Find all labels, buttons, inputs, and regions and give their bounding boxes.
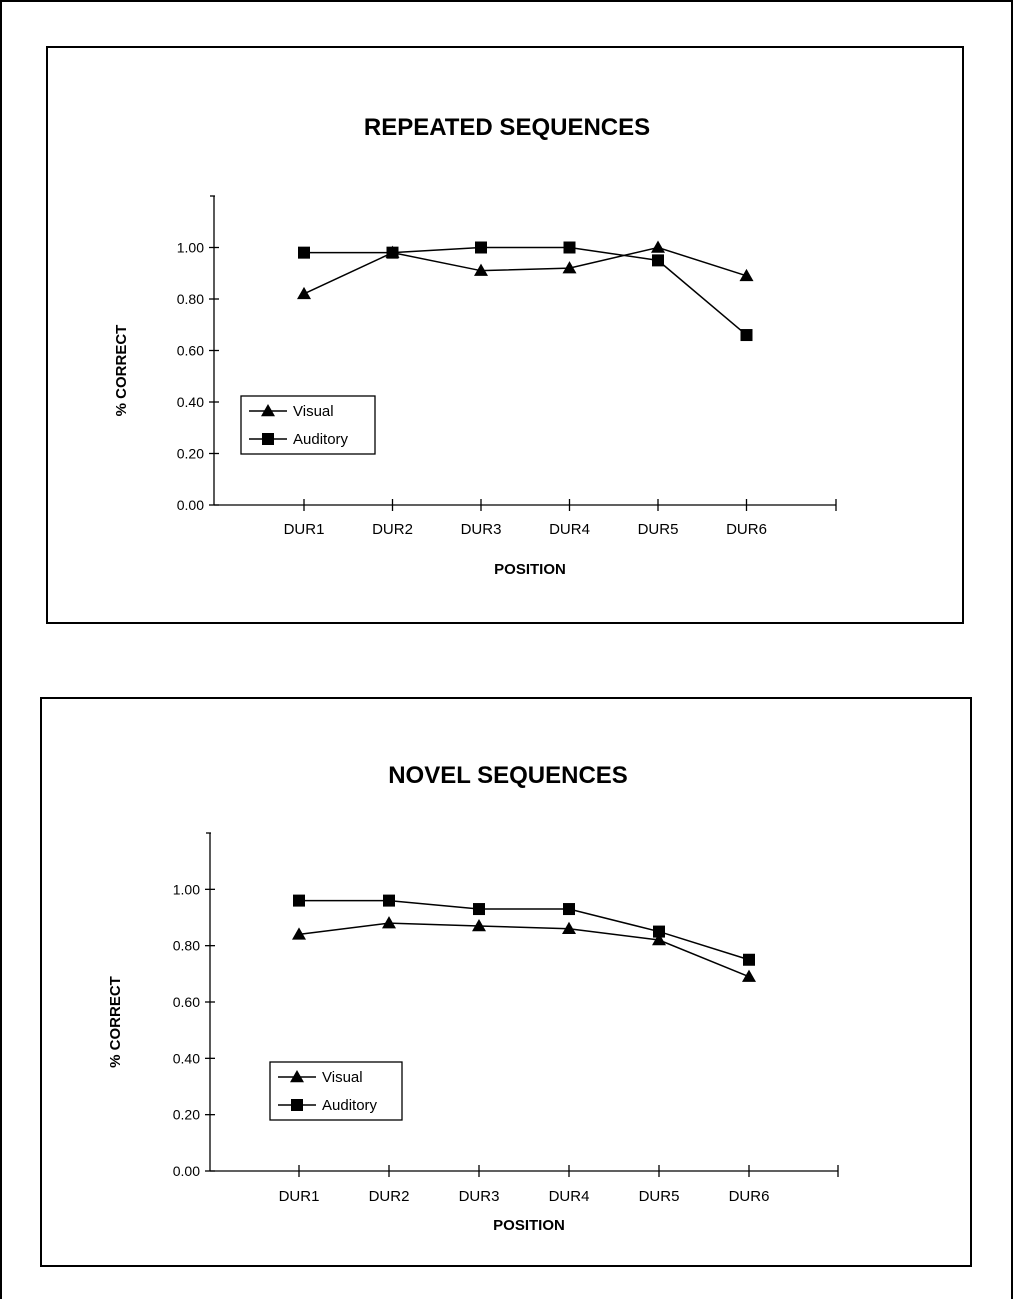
y-tick-label: 0.40 xyxy=(173,1050,200,1066)
y-tick-label: 0.60 xyxy=(177,343,204,359)
y-tick-label: 0.20 xyxy=(177,446,204,462)
x-tick-label: DUR5 xyxy=(639,1188,680,1205)
data-point-auditory xyxy=(293,894,305,907)
chart-novel: NOVEL SEQUENCES 0.00 0.20 0.40 0.60 0.80 1.00%… xyxy=(40,697,972,1267)
legend-marker-square-icon xyxy=(262,433,274,445)
legend-marker-triangle-icon xyxy=(261,404,275,417)
legend-label: Auditory xyxy=(322,1097,378,1114)
legend-marker-square-icon xyxy=(291,1099,303,1111)
y-tick-label: 0.00 xyxy=(173,1163,200,1179)
data-point-auditory xyxy=(653,925,665,938)
series-line-visual xyxy=(303,246,747,295)
data-point-auditory xyxy=(563,241,576,254)
y-axis-label: % CORRECT xyxy=(113,325,130,417)
x-tick-label: DUR1 xyxy=(284,521,325,538)
data-point-auditory xyxy=(740,329,753,342)
data-point-visual xyxy=(562,921,576,935)
data-point-auditory xyxy=(652,254,664,267)
x-tick-label: DUR1 xyxy=(279,1188,320,1205)
data-point-visual xyxy=(472,918,486,932)
data-point-visual xyxy=(297,286,311,300)
y-tick-label: 0.80 xyxy=(173,938,200,954)
data-point-auditory xyxy=(473,903,485,916)
y-tick-label: 0.20 xyxy=(173,1107,200,1123)
legend-label: Visual xyxy=(322,1069,363,1086)
data-point-visual xyxy=(292,927,306,940)
x-axis-label: POSITION xyxy=(494,561,566,578)
data-point-auditory xyxy=(383,894,395,907)
x-tick-label: DUR4 xyxy=(549,521,590,538)
x-tick-label: DUR2 xyxy=(372,521,413,538)
y-tick-label: 1.00 xyxy=(177,240,204,256)
data-point-visual xyxy=(742,969,756,982)
y-tick-label: 0.40 xyxy=(177,394,204,410)
data-point-auditory xyxy=(475,241,487,254)
data-point-auditory xyxy=(563,903,575,916)
x-tick-label: DUR6 xyxy=(729,1188,770,1205)
data-point-visual xyxy=(651,240,665,253)
data-point-auditory xyxy=(743,953,755,966)
y-axis-label: % CORRECT xyxy=(107,976,124,1068)
x-tick-label: DUR2 xyxy=(369,1188,410,1205)
y-tick-label: 0.60 xyxy=(173,994,200,1010)
legend-label: Visual xyxy=(293,403,334,420)
series-line-auditory xyxy=(299,899,750,961)
series-line-auditory xyxy=(304,246,747,336)
x-tick-label: DUR3 xyxy=(459,1188,500,1205)
y-tick-label: 1.00 xyxy=(173,881,200,897)
legend-marker-triangle-icon xyxy=(290,1070,304,1083)
chart-panel-repeated: REPEATED SEQUENCES 0.00 0.20 0.40 0.60 0.80 1.… xyxy=(46,46,964,624)
chart-repeated: REPEATED SEQUENCES 0.00 0.20 0.40 0.60 0.80 1.… xyxy=(46,46,964,624)
x-tick-label: DUR3 xyxy=(461,521,502,538)
chart-title: NOVEL SEQUENCES xyxy=(388,762,628,789)
data-point-visual xyxy=(562,261,577,274)
data-point-visual xyxy=(652,933,666,946)
x-tick-label: DUR5 xyxy=(638,521,679,538)
legend-label: Auditory xyxy=(293,431,349,448)
x-tick-label: DUR4 xyxy=(549,1188,590,1205)
x-axis-label: POSITION xyxy=(493,1217,565,1234)
data-point-visual xyxy=(739,268,754,282)
y-tick-label: 0.00 xyxy=(177,497,204,513)
chart-border xyxy=(46,46,964,624)
x-tick-label: DUR6 xyxy=(726,521,767,538)
series-line-visual xyxy=(298,922,750,978)
data-point-visual xyxy=(382,916,396,929)
data-point-auditory xyxy=(298,246,310,259)
chart-title: REPEATED SEQUENCES xyxy=(364,114,650,141)
chart-panel-novel: NOVEL SEQUENCES 0.00 0.20 0.40 0.60 0.80 1.00%… xyxy=(40,697,972,1267)
data-point-auditory xyxy=(386,246,399,259)
data-point-visual xyxy=(474,263,488,276)
y-tick-label: 0.80 xyxy=(177,291,204,307)
